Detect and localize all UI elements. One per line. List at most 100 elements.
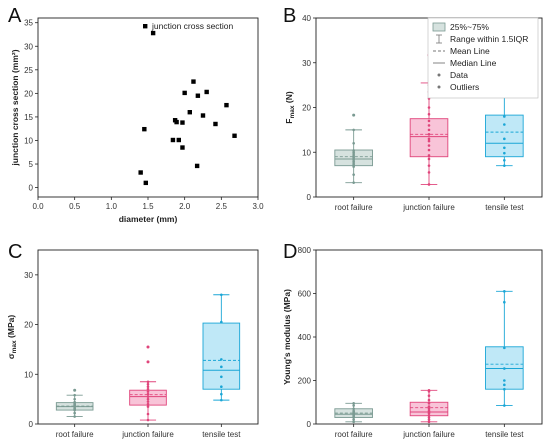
outlier-point [352,113,356,117]
category-label-B: junction failure [402,203,455,212]
y-tick-label-A: 10 [24,136,33,145]
data-point [427,119,431,123]
y-tick-label-D: 400 [298,333,312,342]
data-point [146,382,150,386]
panel-letter-A: A [8,5,22,27]
data-point [427,106,431,109]
data-point [427,407,431,411]
data-point [146,402,150,406]
data-point [427,148,431,152]
data-point [503,290,506,293]
y-tick-label-A: 25 [24,66,33,75]
data-point [352,173,355,176]
scatter-point [143,180,148,186]
data-point [427,394,431,398]
scatter-point [224,102,229,108]
x-tick-label-A: 2.0 [179,202,191,211]
y-tick-label-A: 35 [24,19,33,28]
data-point [427,112,431,116]
y-axis-label-sub: max [289,105,296,118]
data-point [352,154,355,158]
legend-box-B [427,17,539,99]
legend-marker-A [143,24,148,29]
legend-label-B: Mean Line [450,46,490,56]
data-point [352,409,355,413]
y-tick-label-D: 800 [298,246,312,255]
y-tick-label-D: 200 [298,377,312,386]
scatter-point [142,126,147,132]
x-tick-label-A: 1.0 [106,202,118,211]
data-point [427,128,431,132]
data-point [427,416,431,419]
data-point [352,163,355,167]
data-point [146,387,150,391]
data-point [352,418,355,421]
category-label-C: junction failure [121,430,174,439]
y-tick-label-C: 10 [24,370,33,379]
outlier-point [73,388,77,392]
data-point [73,411,76,415]
y-tick-label-A: 30 [24,42,33,51]
data-point [73,415,76,418]
scatter-point [232,133,237,138]
data-point [427,133,431,136]
data-point [352,158,355,161]
panel-letter-D: D [283,241,297,263]
category-label-D: junction failure [402,430,455,439]
data-point [503,404,506,407]
scatter-point [191,79,196,84]
data-point [427,124,431,127]
data-point [146,397,150,401]
y-axis-label-D: Young's modulus (MPa) [282,289,292,385]
scatter-point [150,30,156,36]
y-tick-label-A: 15 [24,113,33,122]
x-tick-label-A: 3.0 [252,202,264,211]
data-point [427,183,431,186]
data-point [427,414,431,417]
scatter-point [176,137,181,143]
y-tick-label-A: 20 [24,89,33,98]
scatter-point [200,113,206,118]
data-point [352,128,355,132]
category-label-B: tensile test [485,203,524,212]
data-point [220,293,223,297]
panel-letter-B: B [283,5,296,27]
y-axis-label-A: junction cross section (mm²) [10,49,20,166]
data-point [352,152,355,156]
category-label-D: tensile test [485,430,524,439]
panel-letter-C: C [8,241,22,263]
data-point [503,346,506,350]
data-point [146,405,150,408]
legend-iqr-swatch [432,22,446,32]
scatter-point [170,137,176,143]
data-point [503,367,506,370]
data-point [427,144,431,147]
data-point [220,375,223,379]
data-point [503,379,506,382]
data-point [220,365,223,369]
scatter-point [204,89,209,95]
scatter-point [187,110,192,115]
data-point [427,420,431,424]
data-point [427,418,431,421]
data-point [146,385,150,389]
data-point [503,137,506,141]
plot-frame-A [37,17,259,198]
data-point [146,400,150,403]
category-label-D: root failure [335,430,373,439]
data-point [427,409,431,413]
y-tick-label-D: 600 [298,290,312,299]
data-point [220,385,223,389]
y-axis-label-main: σ [6,353,16,359]
category-label-B: root failure [335,203,373,212]
data-point [73,400,76,404]
y-tick-label-C: 20 [24,321,33,330]
data-point [352,159,355,163]
y-tick-label-A: 5 [29,160,34,169]
data-point [352,161,355,165]
y-tick-label-A: 0 [29,184,34,193]
box-iqr [202,322,241,390]
scatter-point [180,120,185,125]
data-point [427,402,431,405]
